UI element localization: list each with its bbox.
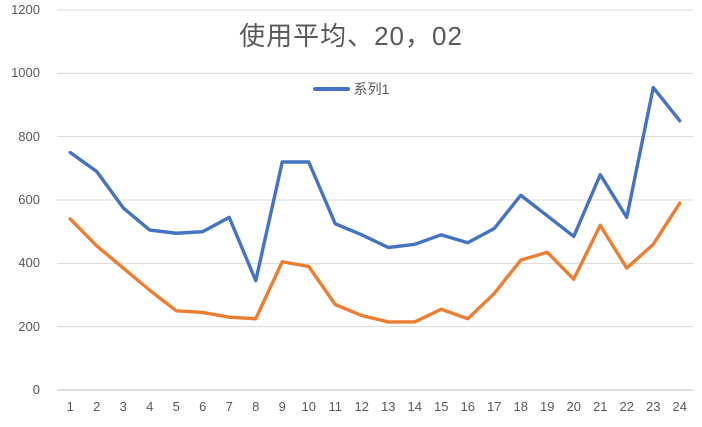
x-axis-label: 12: [354, 399, 369, 414]
x-axis-label: 10: [301, 399, 316, 414]
y-axis-label: 1000: [11, 65, 40, 81]
x-axis-label: 2: [93, 399, 101, 414]
series-line-1: [68, 85, 682, 283]
y-axis-label: 0: [32, 382, 40, 397]
x-axis-label: 20: [566, 399, 581, 414]
x-axis-label: 7: [225, 399, 233, 414]
y-axis-label: 400: [18, 255, 40, 271]
legend-label: 系列1: [353, 81, 390, 97]
legend-line-swatch: [312, 87, 350, 91]
y-axis-label: 800: [18, 128, 40, 144]
legend: 系列1: [0, 82, 702, 96]
x-axis-label: 22: [619, 399, 634, 414]
x-axis-label: 16: [460, 399, 475, 414]
x-axis-label: 17: [487, 399, 502, 414]
chart-title: 使用平均、20，02: [239, 21, 463, 51]
x-axis-label: 8: [252, 399, 260, 414]
x-axis-label: 9: [278, 399, 286, 414]
x-axis-label: 24: [672, 399, 687, 414]
series-line-2: [68, 201, 682, 324]
x-axis-label: 14: [407, 399, 422, 414]
x-axis-label: 15: [434, 399, 449, 414]
x-axis-label: 1: [66, 399, 74, 414]
y-axis-label: 200: [18, 318, 40, 334]
x-axis-label: 4: [146, 399, 154, 414]
x-axis-label: 11: [328, 399, 343, 414]
y-axis-label: 600: [18, 192, 40, 207]
x-axis-label: 19: [540, 399, 555, 414]
x-axis-label: 21: [593, 399, 608, 414]
y-axis-label: 1200: [11, 2, 40, 17]
x-axis-label: 6: [199, 399, 207, 414]
x-axis-label: 18: [513, 399, 528, 414]
x-axis-label: 13: [381, 399, 396, 414]
x-axis-label: 23: [646, 399, 661, 414]
x-axis-label: 5: [172, 399, 180, 414]
x-axis-label: 3: [119, 399, 127, 414]
